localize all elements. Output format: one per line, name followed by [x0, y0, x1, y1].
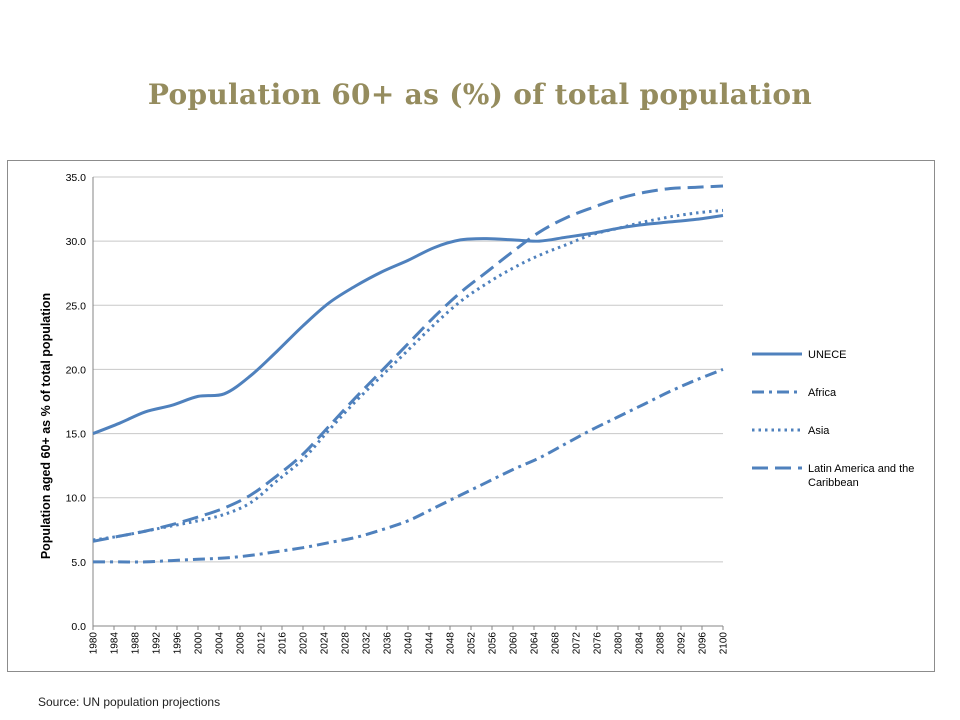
y-tick-label: 5.0 [71, 557, 86, 569]
x-tick-label: 2100 [719, 632, 730, 655]
y-tick-label: 35.0 [66, 172, 87, 184]
legend-label: Latin America and the Caribbean [808, 463, 914, 489]
x-tick-label: 2088 [656, 632, 667, 655]
y-tick-label: 15.0 [66, 429, 87, 441]
y-tick-label: 0.0 [71, 621, 86, 633]
x-tick-label: 2064 [530, 632, 541, 655]
y-tick-label: 20.0 [66, 364, 87, 376]
x-tick-label: 2008 [236, 632, 247, 655]
x-tick-label: 2096 [698, 632, 709, 655]
x-tick-label: 2080 [614, 632, 625, 655]
x-tick-label: 2076 [593, 632, 604, 655]
y-tick-label: 30.0 [66, 236, 87, 248]
x-tick-label: 2056 [488, 632, 499, 655]
line-chart: 0.0 5.0 10.0 15.0 20.0 25.0 30.0 35.0 1980 1984 19… [39, 172, 914, 654]
x-tick-label: 2016 [278, 632, 289, 655]
legend: UNECE Africa Asia Latin America and the Cari… [752, 349, 914, 489]
x-tick-label: 2012 [257, 632, 268, 655]
x-tick-label: 2000 [194, 632, 205, 655]
x-tick-label: 2084 [635, 632, 646, 655]
x-tick-label: 2020 [299, 632, 310, 655]
x-tick-label: 2004 [215, 632, 226, 655]
x-tick-label: 2072 [572, 632, 583, 655]
series-lines [92, 184, 724, 564]
x-tick-label: 2068 [551, 632, 562, 655]
x-tick-label: 2040 [404, 632, 415, 655]
source-note: Source: UN population projections [38, 695, 221, 709]
x-tick-label: 1984 [110, 632, 121, 655]
x-tick-label: 2048 [446, 632, 457, 655]
x-tick-label: 2028 [341, 632, 352, 655]
y-tick-label: 25.0 [66, 300, 87, 312]
x-tick-label: 2092 [677, 632, 688, 655]
x-tick-label: 2044 [425, 632, 436, 655]
series-line-latin-america-and-the-caribbean [92, 184, 724, 543]
series-line-unece [92, 214, 724, 435]
series-line-africa [92, 368, 724, 564]
x-tick-label: 2032 [362, 632, 373, 655]
chart-frame: 0.0 5.0 10.0 15.0 20.0 25.0 30.0 35.0 1980 1984 19… [7, 160, 935, 672]
y-tick-label: 10.0 [66, 493, 87, 505]
legend-label: Asia [808, 425, 830, 437]
x-tick-label: 2052 [467, 632, 478, 655]
x-tick-label: 1992 [152, 632, 163, 655]
x-tick-label: 1996 [173, 632, 184, 655]
x-tick-label: 2024 [320, 632, 331, 655]
y-axis-title: Population aged 60+ as % of total popula… [39, 293, 53, 559]
legend-label: UNECE [808, 349, 847, 361]
slide-title: Population 60+ as (%) of total populatio… [147, 78, 813, 111]
axes: 0.0 5.0 10.0 15.0 20.0 25.0 30.0 35.0 1980 1984 19… [66, 172, 730, 654]
x-tick-label: 1988 [131, 632, 142, 655]
gridlines [93, 176, 723, 627]
x-tick-label: 2060 [509, 632, 520, 655]
legend-label: Africa [808, 387, 837, 399]
x-tick-label: 2036 [383, 632, 394, 655]
x-tick-label: 1980 [89, 632, 100, 655]
